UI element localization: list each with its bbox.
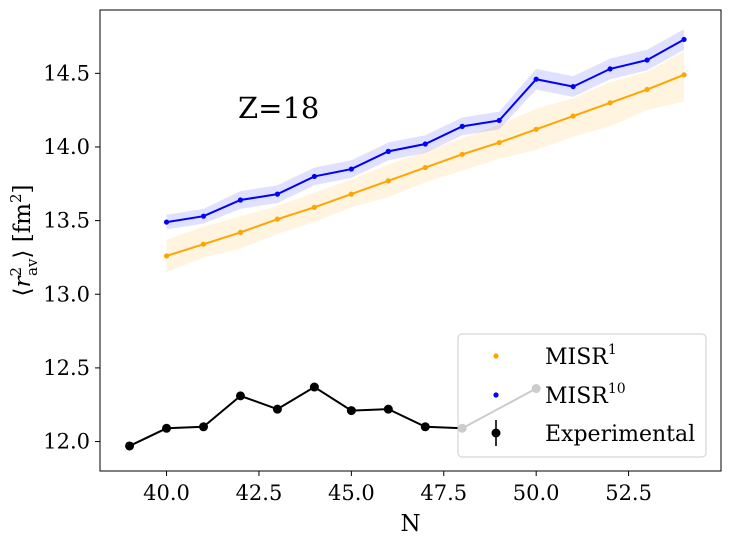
legend-marker-misr10 xyxy=(493,392,499,398)
data-point xyxy=(607,66,613,72)
data-point xyxy=(496,139,502,146)
data-point xyxy=(162,423,172,433)
data-point xyxy=(309,382,319,392)
data-point xyxy=(644,57,650,63)
y-tick-label: 12.5 xyxy=(43,356,90,380)
x-axis-title: N xyxy=(400,511,420,537)
data-point xyxy=(533,76,539,82)
y-tick-label: 13.5 xyxy=(43,209,90,233)
legend: MISR1 MISR10 Experimental xyxy=(457,333,707,458)
x-tick-label: 47.5 xyxy=(420,481,467,505)
data-point xyxy=(163,219,170,225)
data-point xyxy=(570,83,576,90)
annotation-label: Z=18 xyxy=(238,91,319,125)
data-point xyxy=(385,148,391,154)
x-tick-label: 40.0 xyxy=(143,481,190,505)
data-point xyxy=(125,441,135,451)
legend-box xyxy=(457,333,707,458)
data-point xyxy=(383,404,393,414)
data-point xyxy=(607,100,613,106)
data-point xyxy=(422,164,428,171)
data-point xyxy=(348,166,354,172)
legend-marker-experimental xyxy=(491,428,501,438)
data-point xyxy=(311,173,317,180)
y-tick-label: 13.0 xyxy=(43,282,90,306)
data-point xyxy=(681,72,687,78)
y-tick-label: 14.5 xyxy=(43,61,90,85)
x-tick-label: 42.5 xyxy=(236,481,283,505)
data-point xyxy=(459,123,465,129)
y-tick-label: 12.0 xyxy=(43,430,90,454)
data-point xyxy=(163,253,170,259)
data-point xyxy=(459,151,465,157)
data-point xyxy=(422,141,428,147)
data-point xyxy=(274,191,281,197)
x-tick-label: 45.0 xyxy=(328,481,375,505)
x-tick-label: 52.5 xyxy=(605,481,652,505)
data-point xyxy=(200,213,207,219)
data-point xyxy=(237,229,244,235)
data-point xyxy=(348,191,354,197)
axes-frame xyxy=(99,9,722,472)
legend-label-misr10: MISR10 xyxy=(545,381,626,409)
data-point xyxy=(346,406,356,416)
data-point xyxy=(272,404,282,414)
data-point xyxy=(200,241,207,247)
x-tick-label: 50.0 xyxy=(513,481,560,505)
data-point xyxy=(199,422,208,432)
legend-label-misr1: MISR1 xyxy=(545,342,617,370)
data-point xyxy=(681,36,687,43)
y-axis-title: ⟨r2av⟩ [fm2] xyxy=(7,184,41,296)
data-point xyxy=(496,117,502,124)
data-point xyxy=(235,391,245,401)
data-point xyxy=(385,178,391,184)
data-point xyxy=(533,126,539,132)
data-point xyxy=(311,204,317,210)
axis-ticks: 40.0 42.5 45.0 47.5 50.0 52.5 12.0 12.5 13.0 13.5… xyxy=(43,61,652,505)
y-tick-label: 14.0 xyxy=(43,135,90,159)
plot-area xyxy=(125,29,687,451)
data-point xyxy=(570,113,576,119)
data-point xyxy=(274,216,281,222)
legend-label-experimental: Experimental xyxy=(545,422,695,447)
data-point xyxy=(237,197,244,203)
uncertainty-band-0 xyxy=(166,51,685,273)
data-point xyxy=(420,422,430,432)
uncertainty-band-1 xyxy=(166,29,685,230)
legend-marker-misr1 xyxy=(493,353,499,359)
data-point xyxy=(644,86,650,93)
